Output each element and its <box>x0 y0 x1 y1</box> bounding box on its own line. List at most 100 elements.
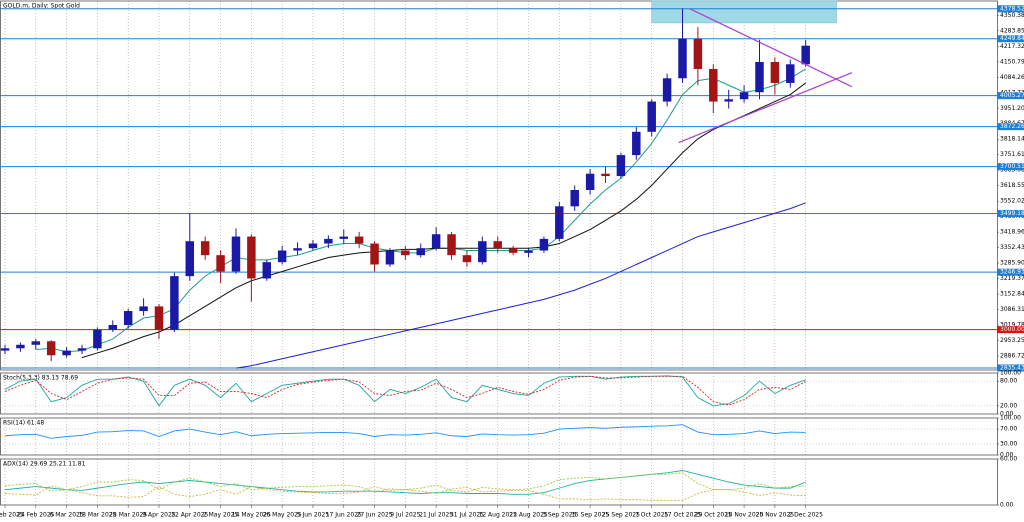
indicator-line <box>235 202 806 369</box>
x-tick-label: 28 Mar 2025 <box>109 512 147 519</box>
candle-body <box>724 99 733 102</box>
x-tick-label: 26 May 2025 <box>263 512 302 519</box>
pane-title: Stoch(5,3,3) 83.13 78.69 <box>3 375 78 382</box>
y-tick-label: 0.00 <box>1000 411 1014 418</box>
candle-body <box>170 276 179 330</box>
y-tick-label: 70.00 <box>1000 426 1017 433</box>
y-tick-label: 3685.08 <box>1000 167 1024 174</box>
candle-body <box>123 311 133 326</box>
y-tick-label: 3951.20 <box>1000 105 1024 112</box>
candle-body <box>185 241 195 277</box>
candle-body <box>755 61 764 93</box>
candle-body <box>247 236 256 279</box>
y-tick-label: 4150.79 <box>1000 58 1024 65</box>
y-tick-label: 100.00 <box>1000 415 1021 422</box>
y-tick-label: 0.00 <box>1000 502 1014 509</box>
y-tick-label: 3285.90 <box>1000 260 1024 267</box>
trendline <box>678 72 853 144</box>
candle-body <box>370 243 379 265</box>
level-label: 3872.26 <box>1000 123 1024 130</box>
x-tick-label: 15 Sep 2025 <box>571 512 609 519</box>
indicator-line <box>81 82 806 359</box>
y-tick-label: 3618.55 <box>1000 182 1024 189</box>
indicator-line <box>4 472 806 493</box>
candle-body <box>616 155 626 177</box>
candle-body <box>693 38 703 69</box>
candle-body <box>308 243 318 249</box>
x-tick-label: 22 Apr 2025 <box>171 512 208 519</box>
x-tick-label: 24 Feb 2025 <box>17 512 55 519</box>
y-tick-label: 3552.02 <box>1000 198 1024 205</box>
y-tick-label: 3086.31 <box>1000 306 1024 313</box>
y-tick-label: 100.00 <box>1000 370 1021 377</box>
x-tick-label: 3 Sep 2025 <box>542 512 576 519</box>
candle-body <box>385 250 395 265</box>
level-label-box <box>997 123 1024 131</box>
candle-body <box>62 350 71 356</box>
x-tick-label: 20 Nov 2025 <box>756 512 795 519</box>
candle-body <box>739 92 749 100</box>
candle-body <box>77 348 87 351</box>
x-tick-label: 12 Aug 2025 <box>479 512 518 519</box>
pane-title: ADX(14) 29.69 25.21 11.81 <box>3 461 86 468</box>
y-tick-label: 4350.38 <box>1000 12 1024 19</box>
x-tick-label: 6 Mar 2025 <box>49 512 83 519</box>
candle-body <box>801 45 810 65</box>
pane-frame <box>0 417 998 456</box>
x-tick-label: 2 Dec 2025 <box>788 512 823 519</box>
y-tick-label: 0.00 <box>1000 452 1014 459</box>
pane-frame <box>0 458 998 506</box>
y-tick-label: 3751.61 <box>1000 151 1024 158</box>
candle-body <box>709 68 718 102</box>
candle-body <box>508 248 518 253</box>
candle-body <box>339 236 348 239</box>
candle-body <box>462 255 472 263</box>
candle-body <box>46 341 56 356</box>
y-tick-label: 4283.85 <box>1000 27 1024 34</box>
candle-body <box>200 241 210 256</box>
level-label-box <box>997 326 1024 334</box>
indicator-line <box>4 470 806 495</box>
y-tick-label: 30.00 <box>1000 440 1017 447</box>
x-tick-label: 31 Jul 2025 <box>450 512 484 519</box>
pane-title: RSI(14) 61.48 <box>3 420 44 427</box>
y-tick-label: 3219.37 <box>1000 275 1024 282</box>
candle-body <box>108 325 118 330</box>
level-label-box <box>997 5 1024 13</box>
level-label-box <box>997 364 1024 372</box>
y-tick-label: 3352.43 <box>1000 244 1024 251</box>
y-tick-label: 3418.96 <box>1000 229 1024 236</box>
level-label: 4378.52 <box>1000 5 1024 12</box>
candle-body <box>0 348 10 351</box>
candle-body <box>770 61 780 83</box>
level-label-box <box>997 209 1024 217</box>
trendline <box>689 8 853 88</box>
y-tick-label: 80.00 <box>1000 378 1017 385</box>
candle-body <box>678 38 687 79</box>
candle-body <box>16 344 25 349</box>
candle-body <box>154 306 164 330</box>
y-tick-label: 2886.72 <box>1000 353 1024 360</box>
level-label: 4005.27 <box>1000 92 1024 99</box>
candle-body <box>293 248 302 251</box>
level-label-box <box>997 35 1024 43</box>
candle-body <box>277 250 287 263</box>
x-tick-label: 18 Mar 2025 <box>78 512 116 519</box>
x-tick-label: 22 Aug 2025 <box>509 512 548 519</box>
candle-body <box>431 234 441 249</box>
level-label: 3246.93 <box>1000 269 1024 276</box>
x-tick-label: 21 Jul 2025 <box>419 512 453 519</box>
candle-body <box>647 101 656 132</box>
x-tick-label: 12 Feb 2025 <box>0 512 24 519</box>
x-tick-label: 29 Oct 2025 <box>695 512 732 519</box>
x-tick-label: 27 Jun 2025 <box>357 512 393 519</box>
candle-body <box>524 250 533 253</box>
candle-body <box>662 78 672 102</box>
indicator-line <box>4 375 806 406</box>
candle-body <box>216 255 225 272</box>
y-tick-label: 3019.78 <box>1000 322 1024 329</box>
indicator-line <box>35 68 806 353</box>
candle-body <box>601 173 610 177</box>
candle-body <box>31 341 41 345</box>
candle-body <box>416 248 425 256</box>
